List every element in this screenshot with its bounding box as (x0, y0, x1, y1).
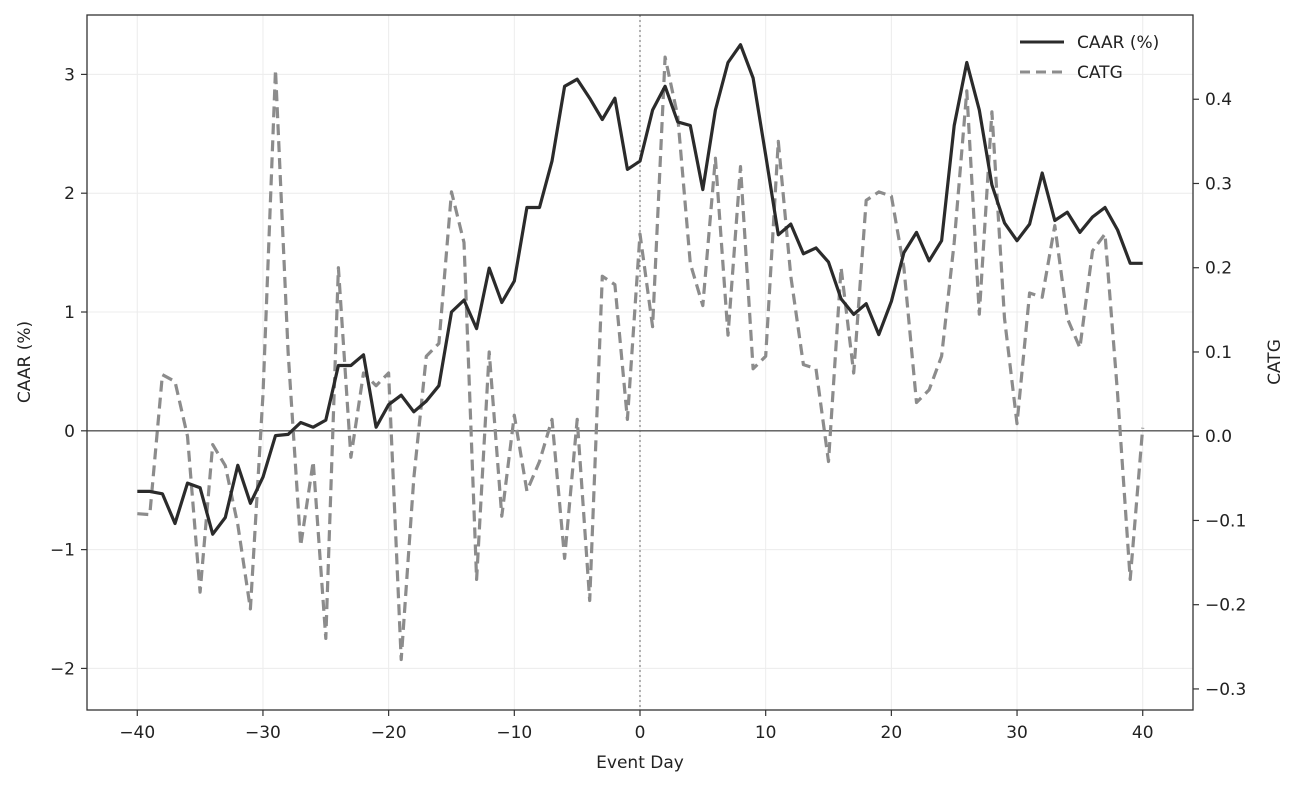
y-tick-label-3: 1 (64, 303, 75, 323)
y-axis-ticks: −2 −1 0 1 2 3 (50, 65, 87, 679)
x-tick-label-4: 0 (635, 723, 646, 743)
y2-tick-label-3: 0.0 (1205, 427, 1232, 447)
legend: CAAR (%) CATG (1020, 33, 1159, 83)
y-tick-label-0: −2 (50, 659, 75, 679)
y-axis-label: CAAR (%) (15, 321, 35, 403)
x-tick-label-3: −10 (496, 723, 532, 743)
y2-tick-label-2: −0.1 (1205, 511, 1246, 531)
y2-tick-label-7: 0.4 (1205, 90, 1232, 110)
y2-tick-label-5: 0.2 (1205, 259, 1232, 279)
x-axis-label: Event Day (596, 753, 684, 773)
y2-tick-label-4: 0.1 (1205, 343, 1232, 363)
legend-label-catg: CATG (1077, 63, 1123, 83)
series-line-catg (137, 55, 1145, 662)
legend-label-caar: CAAR (%) (1077, 33, 1159, 53)
x-tick-label-5: 10 (755, 723, 777, 743)
x-tick-label-7: 30 (1006, 723, 1028, 743)
y2-axis-ticks: −0.3 −0.2 −0.1 0.0 0.1 0.2 0.3 0.4 (1193, 90, 1246, 700)
x-tick-label-6: 20 (881, 723, 903, 743)
y2-tick-label-1: −0.2 (1205, 596, 1246, 616)
x-tick-label-8: 40 (1132, 723, 1154, 743)
x-tick-label-0: −40 (119, 723, 155, 743)
series-layer (137, 43, 1145, 662)
series-line-caar (137, 43, 1143, 536)
y2-tick-label-6: 0.3 (1205, 174, 1232, 194)
x-tick-label-1: −30 (245, 723, 281, 743)
y2-tick-label-0: −0.3 (1205, 680, 1246, 700)
y-tick-label-5: 3 (64, 65, 75, 85)
x-tick-label-2: −20 (371, 723, 407, 743)
y-tick-label-1: −1 (50, 541, 75, 561)
x-axis-ticks: −40 −30 −20 −10 0 10 20 30 40 (119, 710, 1154, 743)
y-tick-label-2: 0 (64, 422, 75, 442)
y-tick-label-4: 2 (64, 184, 75, 204)
y2-axis-label: CATG (1265, 339, 1285, 385)
